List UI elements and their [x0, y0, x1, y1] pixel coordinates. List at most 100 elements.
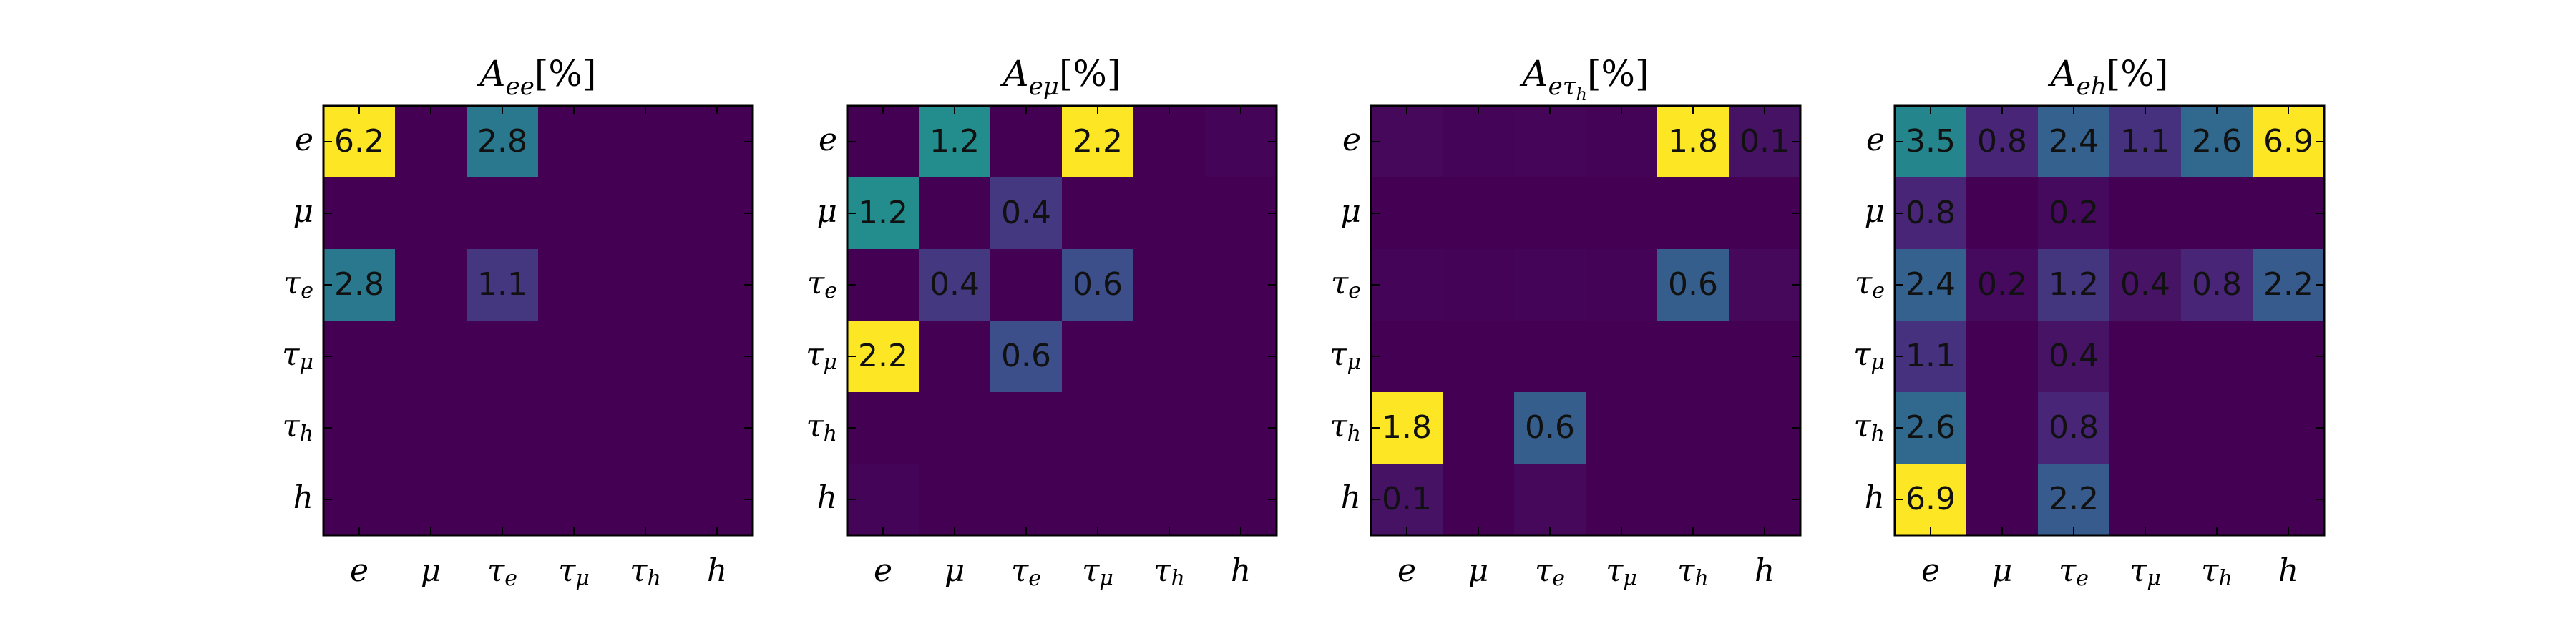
heatmap-cell — [610, 392, 681, 464]
heatmap-cell — [2181, 249, 2253, 321]
cell-value-label: 3.5 — [1906, 123, 1956, 160]
cell-value-label: 0.2 — [2049, 195, 2099, 231]
panel-title: Aeτh[%] — [1519, 53, 1649, 104]
cell-value-label: 0.6 — [1525, 409, 1575, 446]
x-tick-label: τμ — [1606, 552, 1637, 592]
heatmap-cell — [1443, 321, 1514, 392]
heatmap-cell — [1371, 106, 1443, 177]
heatmap-cell — [2253, 464, 2324, 535]
cell-value-label: 0.2 — [1977, 266, 2027, 303]
heatmap-cell — [323, 177, 395, 249]
heatmap-cell — [610, 106, 681, 177]
heatmap-cell — [1657, 464, 1729, 535]
heatmap-cell — [1062, 464, 1133, 535]
cell-value-label: 2.2 — [1073, 123, 1123, 160]
heatmap-cell — [2181, 177, 2253, 249]
heatmap-cell — [1586, 464, 1657, 535]
heatmap-cell — [1895, 106, 1966, 177]
cell-value-label: 0.4 — [1001, 195, 1051, 231]
heatmap-cell — [1371, 249, 1443, 321]
cell-value-label: 1.8 — [1668, 123, 1718, 160]
heatmap-cell — [1371, 392, 1443, 464]
x-tick-label: μ — [1468, 552, 1489, 589]
heatmap-cell — [1133, 464, 1205, 535]
heatmap-cell — [2109, 464, 2181, 535]
heatmap-cell — [1443, 106, 1514, 177]
heatmap-cell — [467, 321, 538, 392]
heatmap-cell — [1371, 177, 1443, 249]
heatmap-cell — [538, 321, 610, 392]
cell-value-label: 1.1 — [477, 266, 527, 303]
heatmap-cell — [467, 177, 538, 249]
heatmap-cell — [1657, 177, 1729, 249]
x-tick-label: τh — [2201, 552, 2233, 592]
heatmap-cell — [1966, 464, 2038, 535]
heatmap-cell — [1133, 321, 1205, 392]
heatmap-cell — [1514, 249, 1586, 321]
heatmap-cell — [919, 392, 990, 464]
heatmap-cell — [395, 106, 467, 177]
heatmap-cell — [681, 106, 753, 177]
heatmap-cell — [538, 392, 610, 464]
plot-frame — [322, 104, 754, 537]
heatmap-cell — [1657, 321, 1729, 392]
cell-value-label: 0.4 — [930, 266, 980, 303]
heatmap-cell — [1062, 321, 1133, 392]
heatmap-cell — [2253, 106, 2324, 177]
x-tick-label: h — [1231, 552, 1251, 589]
x-tick-label: e — [1397, 552, 1416, 589]
heatmap-cell — [2109, 249, 2181, 321]
heatmap-cell — [847, 249, 919, 321]
y-tick-label: e — [1866, 122, 1885, 158]
heatmap-cell — [1514, 106, 1586, 177]
cell-value-label: 0.1 — [1382, 481, 1432, 517]
heatmap-cell — [323, 464, 395, 535]
heatmap-cell — [919, 464, 990, 535]
y-tick-label: τe — [283, 265, 313, 304]
heatmap-cell — [1062, 106, 1133, 177]
heatmap-cell — [1514, 321, 1586, 392]
x-tick-label: h — [1755, 552, 1775, 589]
y-tick-label: τe — [807, 265, 837, 304]
heatmap-cell — [1586, 106, 1657, 177]
x-tick-label: τe — [1535, 552, 1565, 592]
heatmap-cell — [681, 177, 753, 249]
heatmap-panel-4: 3.5 0.8 2.4 1.1 2.6 6.9 0.8 0.2 2.4 0.2 1.2 0.4 0.8 2… — [1853, 53, 2326, 592]
heatmap-cell — [1205, 321, 1277, 392]
x-tick-label: h — [2278, 552, 2298, 589]
heatmap-cell — [2181, 321, 2253, 392]
heatmap-cell — [1586, 321, 1657, 392]
panel-title: Aeμ[%] — [1000, 53, 1121, 101]
heatmap-cell — [2181, 464, 2253, 535]
x-tick-label: τe — [1011, 552, 1041, 592]
heatmap-cell — [1729, 249, 1800, 321]
cell-value-label: 0.8 — [2192, 266, 2242, 303]
heatmap-cell — [2038, 321, 2109, 392]
x-tick-label: μ — [945, 552, 965, 589]
cell-value-label: 1.1 — [1906, 338, 1956, 374]
heatmap-cell — [1133, 106, 1205, 177]
cell-value-label: 6.9 — [2263, 123, 2313, 160]
heatmap-cell — [1205, 106, 1277, 177]
x-tick-label: e — [1921, 552, 1940, 589]
y-tick-label: τh — [1330, 408, 1361, 447]
cell-value-label: 2.4 — [2049, 123, 2099, 160]
heatmap-cell — [1729, 177, 1800, 249]
heatmap-cell — [681, 321, 753, 392]
heatmap-cell — [1205, 249, 1277, 321]
heatmap-cell — [1062, 249, 1133, 321]
heatmap-cell — [2181, 106, 2253, 177]
heatmap-cell — [681, 249, 753, 321]
y-tick-label: μ — [1340, 193, 1361, 230]
x-tick-label: τμ — [2129, 552, 2161, 592]
heatmap-cell — [2109, 106, 2181, 177]
heatmap-cell — [2109, 392, 2181, 464]
heatmap-cell — [1966, 321, 2038, 392]
heatmap-cell — [467, 106, 538, 177]
cell-value-label: 0.6 — [1668, 266, 1718, 303]
cell-value-label: 1.2 — [930, 123, 980, 160]
cell-value-label: 6.9 — [1906, 481, 1956, 517]
heatmap-cell — [847, 106, 919, 177]
